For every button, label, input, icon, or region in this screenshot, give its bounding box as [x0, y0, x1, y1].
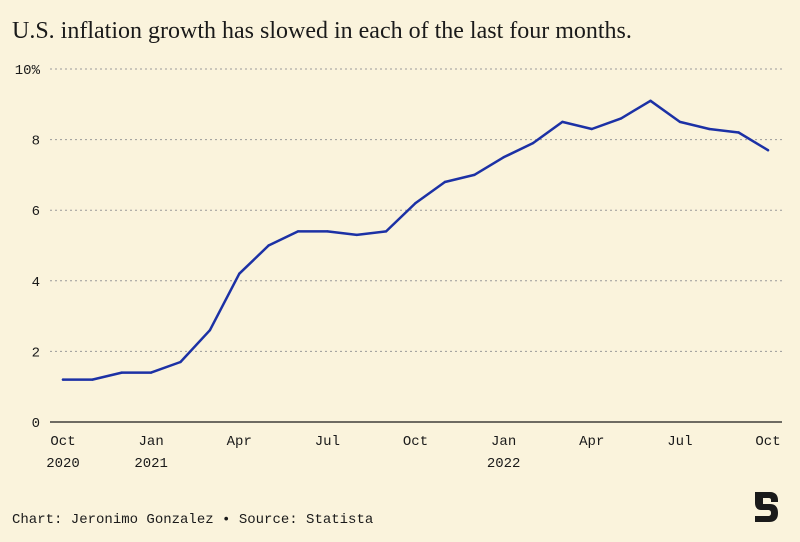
data-point — [296, 230, 300, 233]
x-tick-label: Jul — [315, 434, 340, 450]
footer-credit: Chart: Jeronimo Gonzalez • Source: Stati… — [12, 512, 374, 528]
data-point — [267, 244, 270, 247]
data-points — [61, 99, 770, 381]
x-tick-label: Oct — [755, 434, 780, 450]
data-point — [766, 149, 770, 152]
x-tick-label: Jan 2022 — [487, 434, 521, 472]
y-tick-label: 8 — [32, 134, 40, 150]
data-point — [561, 120, 564, 124]
y-axis-ticks: 10% 8 6 4 2 0 — [15, 63, 41, 432]
data-point — [649, 99, 652, 103]
gridlines — [50, 68, 782, 423]
data-point — [61, 378, 65, 381]
data-point — [384, 230, 388, 233]
x-tick-label: Oct 2020 — [46, 434, 80, 472]
data-point — [120, 371, 124, 374]
x-tick-label: Apr — [579, 434, 604, 450]
y-tick-label: 4 — [32, 275, 40, 291]
data-point — [208, 329, 212, 332]
data-point — [443, 180, 447, 184]
inflation-line — [61, 99, 770, 381]
y-tick-label: 6 — [32, 204, 40, 220]
data-point — [502, 156, 505, 159]
data-point — [414, 201, 417, 205]
x-tick-label: Jul — [667, 434, 692, 450]
data-point — [473, 173, 476, 177]
data-point — [531, 141, 535, 145]
x-tick-label: Jan 2021 — [134, 434, 168, 472]
data-point — [619, 117, 623, 120]
chart-title: U.S. inflation growth has slowed in each… — [12, 18, 632, 44]
data-point — [678, 120, 682, 124]
statista-logo-icon — [755, 492, 778, 522]
data-point — [708, 127, 711, 131]
x-axis-ticks: Oct 2020 Jan 2021 Apr Jul Oct Jan 2022 Apr Jul Oct — [46, 434, 780, 472]
data-point — [355, 233, 358, 237]
data-point — [590, 127, 593, 131]
x-tick-label: Oct — [403, 434, 428, 450]
y-tick-label: 10% — [15, 63, 41, 79]
data-point — [149, 371, 153, 374]
y-tick-label: 2 — [32, 345, 40, 361]
data-point — [737, 131, 740, 134]
data-point — [238, 272, 241, 275]
data-point — [179, 360, 182, 364]
data-point — [326, 230, 329, 233]
y-tick-label: 0 — [32, 416, 40, 432]
data-point — [91, 378, 94, 381]
x-tick-label: Apr — [227, 434, 252, 450]
